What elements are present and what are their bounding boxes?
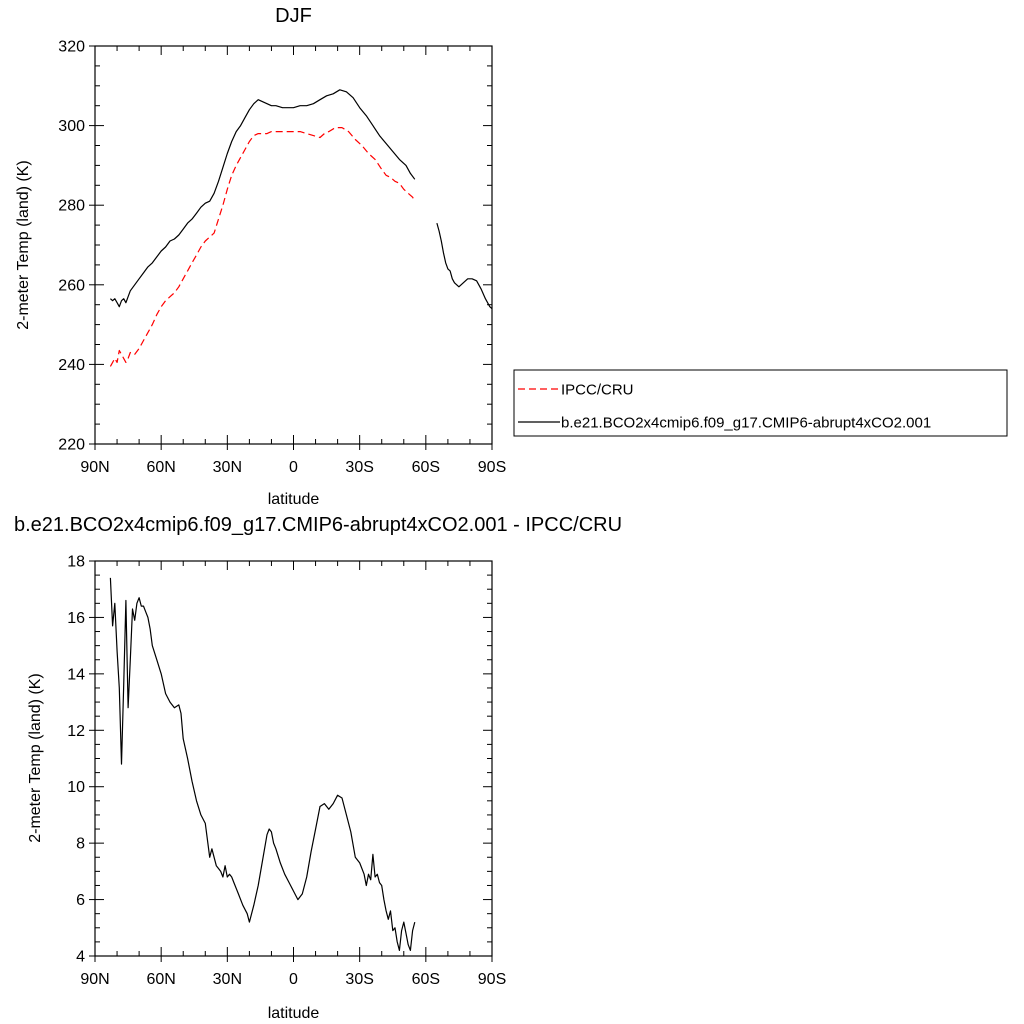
bottom-chart-title: b.e21.BCO2x4cmip6.f09_g17.CMIP6-abrupt4x… — [14, 514, 622, 536]
legend-label-model: b.e21.BCO2x4cmip6.f09_g17.CMIP6-abrupt4x… — [561, 415, 931, 432]
bottom-plot-frame — [94, 560, 493, 957]
top-series-line-1-seg-0 — [109, 89, 416, 308]
y-tick-label: 8 — [76, 836, 85, 853]
y-tick-label: 300 — [58, 118, 85, 135]
x-tick-label: 60N — [146, 971, 175, 988]
x-tick-label: 90S — [478, 459, 506, 476]
x-tick-label: 90N — [80, 459, 109, 476]
legend-box — [513, 369, 1008, 437]
top-chart-title: DJF — [275, 5, 312, 27]
y-tick-label: 12 — [67, 723, 85, 740]
y-tick-label: 320 — [58, 39, 85, 56]
x-tick-label: 30S — [345, 459, 373, 476]
legend-label-ipcc: IPCC/CRU — [561, 382, 634, 399]
x-tick-label: 60S — [412, 459, 440, 476]
bottom-y-tick-labels: 4 6 8 10 12 14 16 18 — [67, 554, 85, 966]
x-tick-label: 0 — [289, 971, 298, 988]
y-tick-label: 220 — [58, 437, 85, 454]
bottom-tick-marks — [89, 560, 493, 962]
top-x-tick-labels: 90N 60N 30N 0 30S 60S 90S — [80, 459, 506, 476]
top-series-line-1-seg-1 — [436, 222, 493, 310]
x-tick-label: 90N — [80, 971, 109, 988]
top-series-lines — [109, 89, 493, 367]
top-series-line-0 — [109, 126, 416, 367]
y-tick-label: 16 — [67, 610, 85, 627]
y-tick-label: 240 — [58, 357, 85, 374]
x-tick-label: 60S — [412, 971, 440, 988]
x-tick-label: 90S — [478, 971, 506, 988]
y-tick-label: 4 — [76, 949, 85, 966]
x-tick-label: 30N — [213, 459, 242, 476]
y-tick-label: 6 — [76, 892, 85, 909]
top-y-tick-labels: 220 240 260 280 300 320 — [58, 39, 85, 454]
y-tick-label: 14 — [67, 666, 85, 683]
bottom-x-axis-label: latitude — [268, 1005, 320, 1022]
top-plot-frame — [94, 45, 493, 445]
bottom-panel: b.e21.BCO2x4cmip6.f09_g17.CMIP6-abrupt4x… — [14, 514, 622, 1022]
x-tick-label: 60N — [146, 459, 175, 476]
x-tick-label: 30S — [345, 971, 373, 988]
top-tick-marks — [89, 45, 493, 450]
x-tick-label: 30N — [213, 971, 242, 988]
top-panel: DJF 90N 60N 30N 0 30S 60S 90S 220 240 260 280 300 3… — [15, 5, 1008, 508]
top-y-axis-label: 2-meter Temp (land) (K) — [15, 160, 32, 330]
bottom-y-axis-label: 2-meter Temp (land) (K) — [27, 673, 44, 843]
legend: IPCC/CRU b.e21.BCO2x4cmip6.f09_g17.CMIP6… — [513, 369, 1008, 437]
bottom-series-line-0 — [109, 577, 416, 952]
x-tick-label: 0 — [289, 459, 298, 476]
y-tick-label: 260 — [58, 277, 85, 294]
y-tick-label: 280 — [58, 198, 85, 215]
bottom-series-lines — [109, 577, 416, 952]
top-x-axis-label: latitude — [268, 491, 320, 508]
bottom-x-tick-labels: 90N 60N 30N 0 30S 60S 90S — [80, 971, 506, 988]
y-tick-label: 10 — [67, 779, 85, 796]
y-tick-label: 18 — [67, 554, 85, 571]
